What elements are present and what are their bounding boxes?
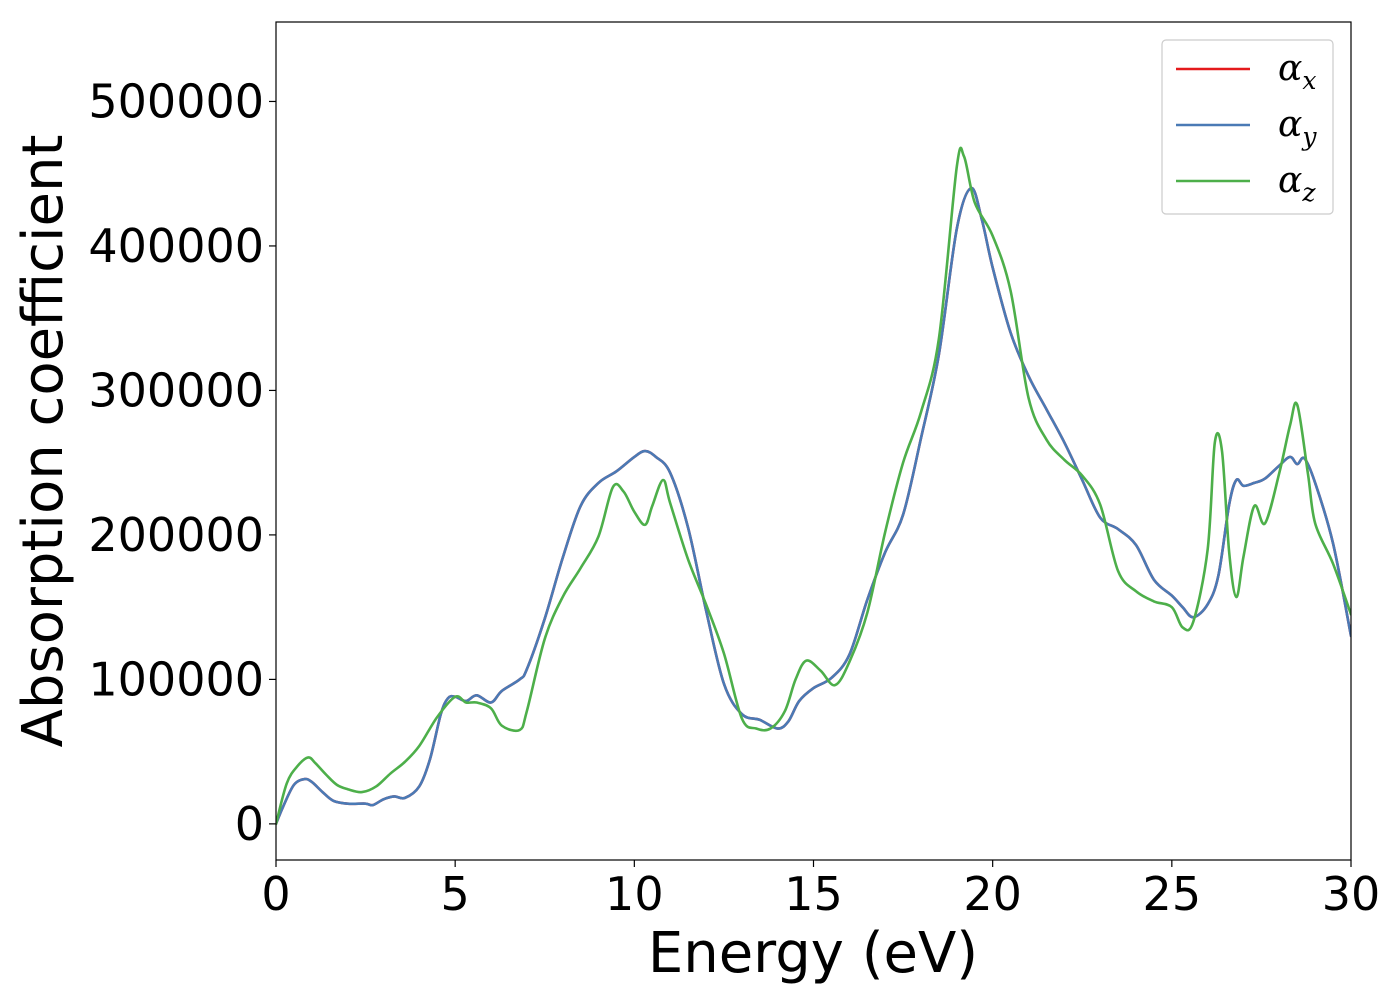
- series-line-alpha-z: [276, 146, 1351, 826]
- y-tick-label: 400000: [88, 219, 264, 273]
- x-tick-label: 0: [261, 867, 290, 921]
- series-group: [276, 146, 1351, 826]
- x-tick-label: 10: [605, 867, 664, 921]
- y-axis-label: Absorption coefficient: [11, 135, 76, 748]
- y-tick-label: 100000: [88, 652, 264, 706]
- y-tick-label: 300000: [88, 363, 264, 417]
- x-axis: 0 5 10 15 20 25 30: [261, 860, 1380, 921]
- x-axis-label: Energy (eV): [648, 921, 978, 986]
- x-tick-label: 5: [441, 867, 470, 921]
- legend-box: [1161, 39, 1334, 215]
- series-line-alpha-y: [276, 186, 1351, 826]
- y-tick-label: 0: [235, 797, 264, 851]
- x-tick-label: 25: [1143, 867, 1202, 921]
- x-tick-label: 30: [1322, 867, 1381, 921]
- x-tick-label: 15: [784, 867, 843, 921]
- y-tick-label: 200000: [88, 508, 264, 562]
- y-axis: 0 100000 200000 300000 400000 500000: [88, 74, 276, 851]
- y-tick-label: 500000: [88, 74, 264, 128]
- plot-area: [275, 21, 1352, 861]
- x-tick-label: 20: [963, 867, 1022, 921]
